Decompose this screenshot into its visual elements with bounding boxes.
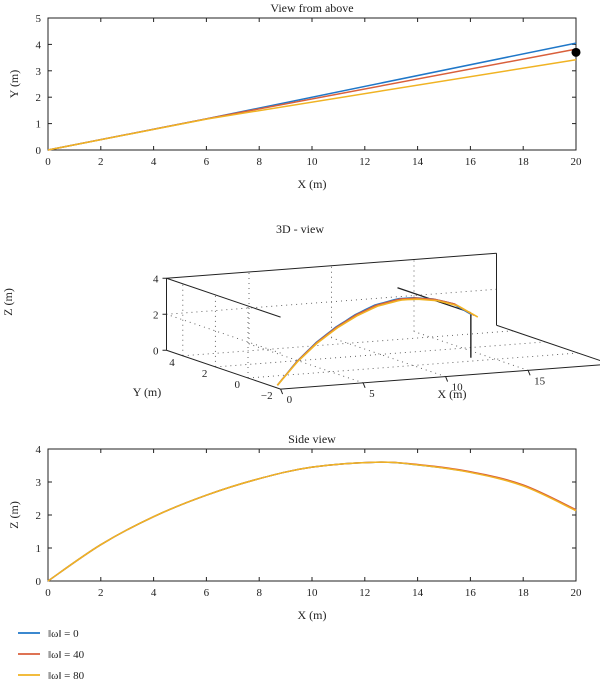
ball-marker xyxy=(571,47,581,57)
z-tick-label: 0 xyxy=(153,345,159,357)
floor-grid-line xyxy=(248,343,364,384)
x-axis-label: X (m) xyxy=(438,387,467,401)
wall-grid-line xyxy=(166,288,497,315)
plot-frame xyxy=(47,17,577,151)
axis-edge xyxy=(166,277,281,318)
x-tick-label: 20 xyxy=(571,156,583,168)
trajectory-3d-omega-0 xyxy=(276,296,473,386)
legend-label: ‖ω‖ = 0 xyxy=(48,628,79,640)
x-tick-label: 14 xyxy=(412,587,424,599)
y-tick-label: 1 xyxy=(36,543,42,555)
x-tick-label: 10 xyxy=(452,382,464,394)
x-tick-label: 10 xyxy=(307,156,319,168)
y-tick-label: −2 xyxy=(261,390,273,402)
trajectory-3d-omega-40 xyxy=(276,297,475,386)
x-tick-label: 16 xyxy=(465,156,477,168)
axis-edge xyxy=(280,364,600,390)
series-line-omega-40 xyxy=(47,461,577,582)
x-tick-mark xyxy=(527,370,531,376)
plot-frame xyxy=(47,448,577,582)
x-tick-label: 5 xyxy=(369,388,375,400)
floor-grid-line xyxy=(331,337,446,378)
y-tick-label: 2 xyxy=(36,92,42,104)
x-tick-label: 6 xyxy=(204,587,210,599)
x-tick-label: 6 xyxy=(204,156,210,168)
y-tick-label: 1 xyxy=(36,119,42,131)
series-line-omega-0 xyxy=(47,461,577,582)
axis-edge xyxy=(166,349,281,390)
chart-title: View from above xyxy=(270,1,353,15)
x-tick-label: 0 xyxy=(45,587,51,599)
floor-grid-line xyxy=(182,330,513,357)
x-tick-label: 14 xyxy=(412,156,424,168)
x-axis-label: X (m) xyxy=(298,177,327,191)
y-tick-label: 4 xyxy=(36,444,42,456)
y-tick-label: 5 xyxy=(36,13,42,25)
x-tick-label: 8 xyxy=(256,587,262,599)
x-tick-label: 12 xyxy=(359,156,370,168)
y-tick-label: 0 xyxy=(36,576,42,588)
x-tick-mark xyxy=(280,388,284,395)
x-tick-label: 8 xyxy=(256,156,262,168)
floor-grid-line xyxy=(247,352,579,379)
x-tick-mark xyxy=(445,376,449,382)
legend-label: ‖ω‖ = 80 xyxy=(48,670,85,682)
series-line-omega-80 xyxy=(47,461,577,582)
x-tick-label: 0 xyxy=(287,394,293,406)
x-tick-mark xyxy=(362,382,366,389)
z-tick-label: 2 xyxy=(153,309,159,321)
x-tick-label: 20 xyxy=(571,587,583,599)
x-tick-label: 18 xyxy=(518,156,530,168)
z-tick-label: 4 xyxy=(153,273,159,285)
series-line-omega-80 xyxy=(47,58,577,151)
x-tick-label: 0 xyxy=(45,156,51,168)
y-tick-label: 4 xyxy=(169,357,175,369)
y-tick-label: 3 xyxy=(36,477,42,489)
chart-title: Side view xyxy=(288,432,336,446)
x-tick-label: 18 xyxy=(518,587,530,599)
chart-title: 3D - view xyxy=(276,222,324,236)
x-axis-label: X (m) xyxy=(298,608,327,622)
y-axis-label: Y (m) xyxy=(7,70,21,99)
y-tick-label: 2 xyxy=(202,368,208,380)
y-tick-label: 0 xyxy=(235,379,241,391)
x-tick-label: 10 xyxy=(307,587,319,599)
axis-edge xyxy=(496,324,600,362)
x-tick-label: 12 xyxy=(359,587,370,599)
trajectory-3d-omega-80 xyxy=(276,298,479,386)
y-tick-label: 2 xyxy=(36,510,42,522)
x-tick-label: 4 xyxy=(151,587,157,599)
x-tick-label: 15 xyxy=(534,375,546,387)
y-tick-label: 0 xyxy=(36,145,42,157)
x-tick-label: 2 xyxy=(98,156,104,168)
axis-edge xyxy=(166,252,497,279)
y-axis-label: Y (m) xyxy=(133,385,162,399)
z-axis-label: Z (m) xyxy=(1,288,15,316)
y-tick-label: 4 xyxy=(36,39,42,51)
wall-grid-line xyxy=(166,313,281,354)
legend-label: ‖ω‖ = 40 xyxy=(48,649,85,661)
x-tick-label: 4 xyxy=(151,156,157,168)
y-axis-label: Z (m) xyxy=(7,501,21,529)
y-tick-label: 3 xyxy=(36,66,42,78)
floor-grid-line xyxy=(215,341,546,368)
x-tick-label: 16 xyxy=(465,587,477,599)
x-tick-label: 2 xyxy=(98,587,104,599)
